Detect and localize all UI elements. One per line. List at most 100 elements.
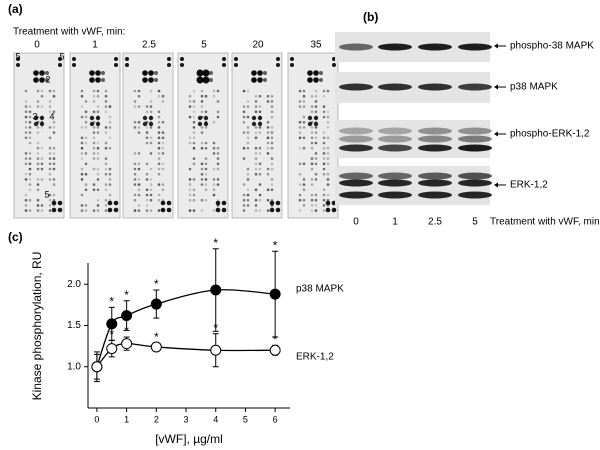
array-spot [234,57,238,61]
array-spot [157,141,161,145]
array-spot [325,207,331,213]
array-spot [80,167,84,171]
array-spot [104,209,108,212]
array-spot [52,178,56,181]
array-spot [188,188,192,192]
array-spot [28,115,32,119]
array-spot [149,193,153,197]
array-spot [326,115,330,119]
array-spot [84,126,88,129]
array-spot [36,89,40,93]
array-spot [258,110,262,114]
array-spot [216,115,220,119]
array-spot [149,209,153,212]
array-spot [36,141,40,145]
array-spot [92,110,96,114]
array-spot [24,172,28,176]
array-spot [157,126,161,129]
array-spot [188,209,192,212]
array-spot [96,105,100,108]
array-spot [39,70,45,76]
array-spot [258,105,262,108]
significance: * [213,321,218,335]
array-spot [92,131,96,134]
array-spot [200,131,204,134]
array-spot [148,70,154,76]
array-spot [192,131,196,134]
array-image [122,52,174,219]
array-spot [258,131,262,134]
array-spot [149,178,153,181]
spot-label: 5 [15,51,20,61]
array-spot [39,121,45,127]
array-spot [52,167,56,171]
array-spot [257,77,263,83]
blot-band [339,191,373,199]
array-spot [52,94,56,98]
array-spot [302,204,306,207]
blot-band [458,179,492,187]
arrow-head [494,84,498,90]
array-spot [221,207,227,213]
array-spot [28,120,32,124]
array-spot [154,78,158,82]
array-spot [149,110,153,114]
array-spot [204,162,208,166]
marker [150,298,162,310]
array-spot [40,94,44,98]
array-spot [24,131,28,134]
array-spot [133,120,137,124]
array-spot [36,183,40,186]
array-spot [92,183,96,186]
array-spot [96,157,100,160]
array-spot [254,204,258,207]
array-spot [314,204,318,207]
array-spot [24,157,28,160]
array-spot [36,198,40,202]
array-spot [157,183,161,186]
array-spot [45,71,49,75]
array-spot [40,126,44,129]
array-spot [204,94,208,98]
array-spot [149,167,153,171]
array-spot [310,167,314,171]
array-spot [322,204,326,207]
spot-label: 2 [45,74,50,84]
array-spot [302,188,306,192]
array-spot [24,152,28,155]
array-spot [209,78,213,82]
array-spot [246,198,250,202]
array-spot [104,157,108,160]
array-spot [188,100,192,103]
array-spot [36,126,40,129]
array-spot [84,136,88,140]
array-spot [251,70,257,76]
array-spot [314,209,318,212]
array-spot [24,110,28,114]
array-spot [257,70,263,76]
array-spot [204,178,208,181]
array-spot [48,152,52,155]
array-spot [322,89,326,93]
array-spot [254,105,258,108]
array-spot [96,172,100,176]
time-label: 1 [392,217,398,228]
array-spot [145,105,149,108]
array-spot [216,157,220,160]
array-spot [254,157,258,160]
array-spot [96,131,100,134]
array-spot [48,193,52,197]
array-spot [263,71,267,75]
array-spot [200,183,204,186]
array-spot [92,157,96,160]
array-image [231,52,283,219]
array-spot [246,172,250,176]
array-spot [298,100,302,103]
array-spot [242,131,246,134]
array-spot [270,178,274,181]
array-spot [322,110,326,114]
array-spot [113,200,119,206]
array-spot [80,105,84,108]
array-spot [310,193,314,197]
array-spot [302,89,306,93]
